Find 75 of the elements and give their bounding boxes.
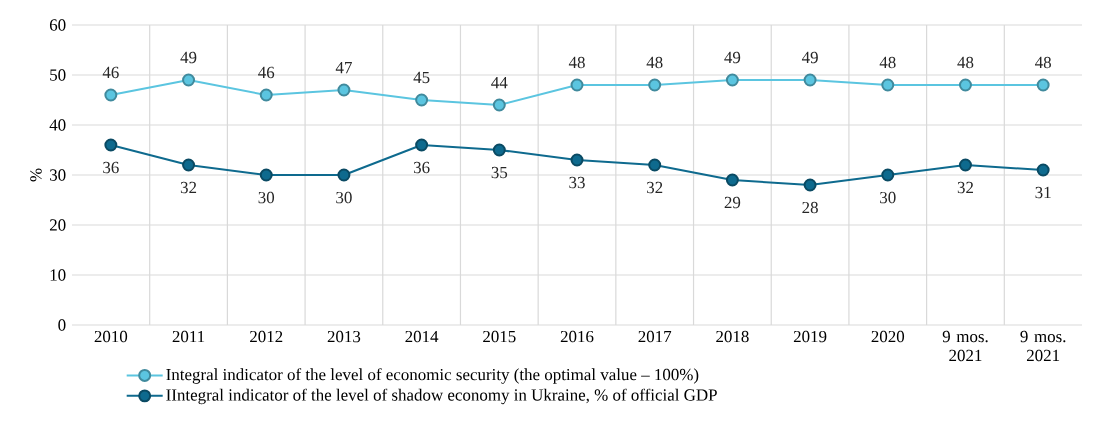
point	[958, 78, 972, 92]
data-label: 48	[1035, 56, 1051, 69]
x-tick-label: 2012	[250, 330, 283, 343]
data-label: 31	[1035, 186, 1051, 199]
x-tick-label: 2019	[793, 330, 827, 343]
point	[648, 158, 662, 172]
point	[182, 158, 196, 172]
data-label: 49	[180, 51, 197, 64]
point	[725, 73, 739, 87]
point	[182, 73, 196, 87]
point	[1036, 163, 1050, 177]
x-tick-label: 2014	[405, 330, 439, 343]
data-label: 30	[336, 191, 352, 204]
data-label: 36	[413, 161, 430, 174]
point	[104, 138, 118, 152]
x-tick-label: 2016	[560, 330, 594, 343]
data-label: 45	[413, 71, 430, 84]
point	[570, 78, 584, 92]
x-tick-label: 2010	[94, 330, 128, 343]
point	[1036, 78, 1050, 92]
data-label: 49	[724, 51, 741, 64]
y-tick-label: 60	[49, 19, 66, 31]
data-label: 35	[491, 166, 508, 179]
y-tick-label: 40	[49, 119, 66, 131]
x-tick-label: 2020	[871, 330, 905, 343]
point	[648, 78, 662, 92]
point	[104, 88, 118, 102]
legend-label: Integral indicator of the level of economic security (the optimal value – 100%)	[166, 368, 699, 384]
point	[881, 168, 895, 182]
point	[259, 168, 273, 182]
point	[958, 158, 972, 172]
point	[259, 88, 273, 102]
point	[492, 98, 506, 112]
point	[415, 93, 429, 107]
point	[803, 73, 817, 87]
x-tick-label: 9 mos. 2021	[1020, 330, 1066, 362]
legend-label: IIntegral indicator of the level of shadow economy in Ukraine, % of official GDP	[166, 388, 717, 405]
data-label: 48	[646, 56, 663, 69]
point	[725, 173, 739, 187]
data-label: 30	[880, 191, 896, 204]
data-label: 48	[957, 56, 974, 69]
data-label: 47	[335, 62, 352, 74]
y-axis-title: %	[30, 168, 42, 182]
data-label: 48	[568, 56, 585, 69]
point	[337, 168, 351, 182]
data-label: 36	[103, 161, 119, 174]
point	[570, 153, 584, 167]
x-tick-label: 2018	[716, 330, 749, 343]
y-tick-label: 50	[50, 69, 66, 81]
point	[415, 138, 429, 152]
data-label: 28	[802, 201, 818, 214]
x-tick-label: 2015	[483, 330, 516, 343]
y-tick-label: 30	[50, 169, 66, 181]
data-label: 32	[647, 181, 663, 194]
data-label: 46	[102, 66, 119, 79]
data-label: 44	[491, 77, 508, 89]
data-label: 46	[258, 66, 275, 79]
y-tick-label: 20	[49, 219, 66, 231]
point	[337, 83, 351, 97]
y-tick-label: 0	[58, 319, 66, 331]
y-tick-label: 10	[50, 269, 66, 281]
x-tick-label: 2011	[172, 330, 205, 343]
point	[803, 178, 817, 192]
data-label: 29	[724, 196, 741, 209]
x-tick-label: 2013	[327, 330, 361, 343]
data-label: 32	[180, 181, 197, 194]
data-label: 32	[957, 181, 973, 194]
data-label: 33	[569, 176, 585, 189]
data-label: 49	[801, 51, 818, 64]
data-label: 30	[258, 191, 275, 204]
point	[492, 143, 506, 157]
x-tick-label: 2017	[638, 330, 672, 343]
point	[881, 78, 895, 92]
data-label: 48	[879, 56, 896, 69]
x-tick-label: 9 mos. 2021	[942, 330, 988, 362]
